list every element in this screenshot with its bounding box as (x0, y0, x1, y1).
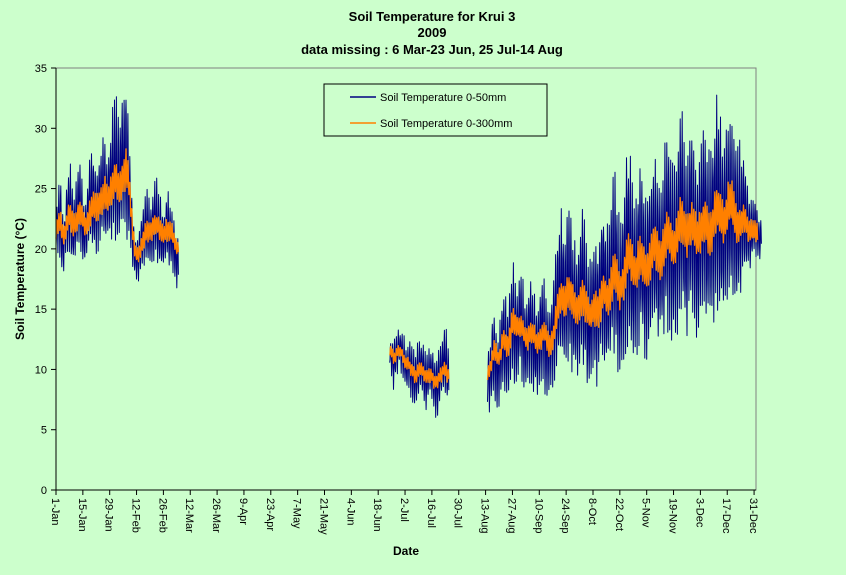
y-tick-label: 15 (35, 304, 47, 316)
legend-label-series-1: Soil Temperature 0-50mm (380, 92, 506, 104)
x-tick-label: 3-Dec (693, 498, 705, 528)
legend-label-series-2: Soil Temperature 0-300mm (380, 118, 512, 130)
series-2-line (486, 180, 759, 381)
y-tick-label: 35 (35, 63, 47, 75)
x-tick-label: 31-Dec (747, 498, 759, 534)
x-tick-label: 21-May (317, 498, 329, 535)
series-1-line (55, 96, 179, 289)
y-tick-label: 5 (41, 425, 47, 437)
x-axis: 1-Jan 15-Jan 29-Jan 12-Feb 26-Feb 12-Mar 26-Ma… (49, 489, 759, 535)
series-1-line (487, 94, 762, 413)
x-tick-label: 7-May (291, 498, 303, 529)
x-tick-label: 29-Jan (103, 498, 115, 532)
y-axis: 0 5 10 15 20 25 30 35 (35, 63, 57, 497)
y-tick-label: 20 (35, 244, 47, 256)
x-tick-label: 24-Sep (559, 498, 571, 533)
series-2-line (389, 345, 450, 389)
x-tick-label: 17-Dec (720, 498, 732, 534)
x-tick-label: 19-Nov (667, 498, 679, 534)
x-tick-label: 18-Jun (371, 498, 383, 532)
x-tick-label: 16-Jul (425, 498, 437, 528)
x-tick-label: 12-Feb (130, 498, 142, 533)
y-axis-title: Soil Temperature (°C) (13, 218, 27, 340)
x-tick-label: 5-Nov (640, 498, 652, 528)
series-2-line (55, 148, 180, 263)
x-tick-label: 8-Oct (586, 498, 598, 525)
x-tick-label: 10-Sep (532, 498, 544, 533)
x-tick-label: 2-Jul (398, 498, 410, 522)
chart-title-line-1: Soil Temperature for Krui 3 (349, 9, 516, 24)
x-tick-label: 12-Mar (183, 498, 195, 533)
y-tick-label: 0 (41, 485, 47, 497)
y-tick-label: 30 (35, 123, 47, 135)
x-tick-label: 26-Mar (210, 498, 222, 533)
legend-box (323, 83, 548, 137)
x-axis-title: Date (393, 544, 419, 558)
legend: Soil Temperature 0-50mm Soil Temperature… (323, 83, 548, 137)
x-tick-label: 30-Jul (452, 498, 464, 528)
x-tick-label: 27-Aug (505, 498, 517, 533)
series-2 (55, 148, 759, 389)
x-tick-label: 9-Apr (237, 498, 249, 525)
y-tick-label: 25 (35, 184, 47, 196)
x-tick-label: 4-Jun (344, 498, 356, 526)
chart-title-line-3: data missing : 6 Mar-23 Jun, 25 Jul-14 A… (301, 42, 563, 57)
x-tick-label: 15-Jan (76, 498, 88, 532)
chart-title-line-2: 2009 (418, 25, 447, 40)
x-tick-label: 26-Feb (156, 498, 168, 533)
x-tick-label: 22-Oct (613, 498, 625, 531)
x-tick-label: 23-Apr (264, 498, 276, 531)
series-layer (55, 94, 762, 418)
y-tick-label: 10 (35, 364, 47, 376)
x-tick-label: 13-Aug (479, 498, 491, 533)
x-tick-label: 1-Jan (49, 498, 61, 526)
